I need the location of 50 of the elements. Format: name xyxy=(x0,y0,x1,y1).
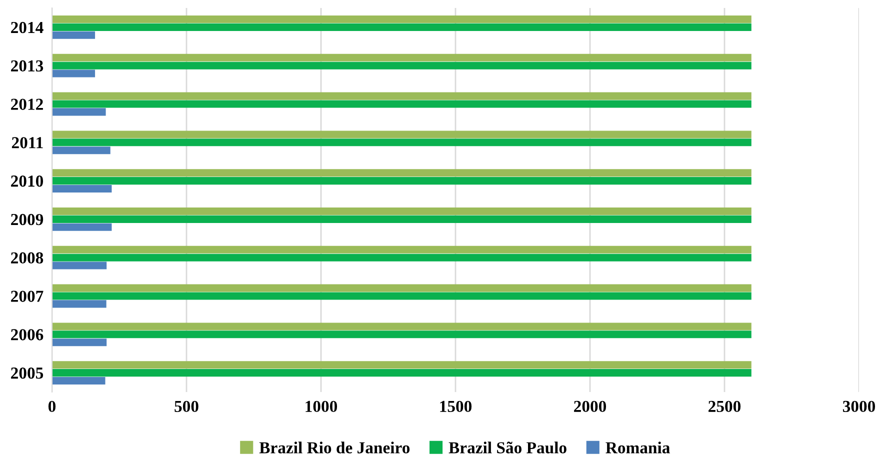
bar xyxy=(52,215,752,223)
x-tick-label: 1000 xyxy=(306,400,338,412)
x-tick-label: 2000 xyxy=(574,400,606,412)
y-tick-label: 2005 xyxy=(11,368,44,379)
bar xyxy=(52,369,752,377)
bar xyxy=(52,376,106,385)
bar xyxy=(52,108,106,116)
bar xyxy=(52,130,752,138)
bar xyxy=(52,322,752,330)
y-tick-label: 2012 xyxy=(11,98,43,110)
y-tick-label: 2009 xyxy=(11,214,44,226)
legend-label: Brazil Rio de Janeiro xyxy=(259,442,410,454)
x-tick-label: 500 xyxy=(174,400,198,412)
bar xyxy=(52,100,752,108)
legend-label: Romania xyxy=(606,442,670,454)
bar xyxy=(52,62,752,70)
bar xyxy=(52,177,752,185)
x-tick-label: 3000 xyxy=(842,400,876,412)
bar xyxy=(52,292,752,300)
bar xyxy=(52,54,752,62)
y-tick-label: 2013 xyxy=(11,60,44,72)
bar xyxy=(52,284,752,292)
x-tick-label: 0 xyxy=(48,400,56,412)
bar xyxy=(52,207,752,216)
bar xyxy=(52,23,752,31)
bar xyxy=(52,338,107,346)
bar xyxy=(52,254,752,262)
bar xyxy=(52,138,752,146)
bar xyxy=(52,169,752,177)
bar xyxy=(52,146,110,154)
y-tick-label: 2006 xyxy=(11,329,44,340)
x-tick-label: 1500 xyxy=(440,400,472,412)
bar xyxy=(52,70,96,78)
legend-label: Brazil São Paulo xyxy=(448,442,566,454)
x-tick-label: 2500 xyxy=(708,400,741,412)
y-tick-label: 2008 xyxy=(11,252,44,264)
bar xyxy=(52,92,752,100)
y-tick-label: 2011 xyxy=(12,137,43,148)
bar xyxy=(52,15,752,24)
bar xyxy=(52,262,107,270)
bar xyxy=(52,300,106,308)
bar xyxy=(52,31,96,39)
y-tick-label: 2010 xyxy=(11,176,44,187)
y-tick-label: 2007 xyxy=(11,290,44,302)
y-tick-label: 2014 xyxy=(11,22,44,34)
bar xyxy=(52,361,752,369)
bar xyxy=(52,184,112,193)
bar xyxy=(52,223,112,231)
bar xyxy=(52,246,752,254)
bar xyxy=(52,330,752,338)
